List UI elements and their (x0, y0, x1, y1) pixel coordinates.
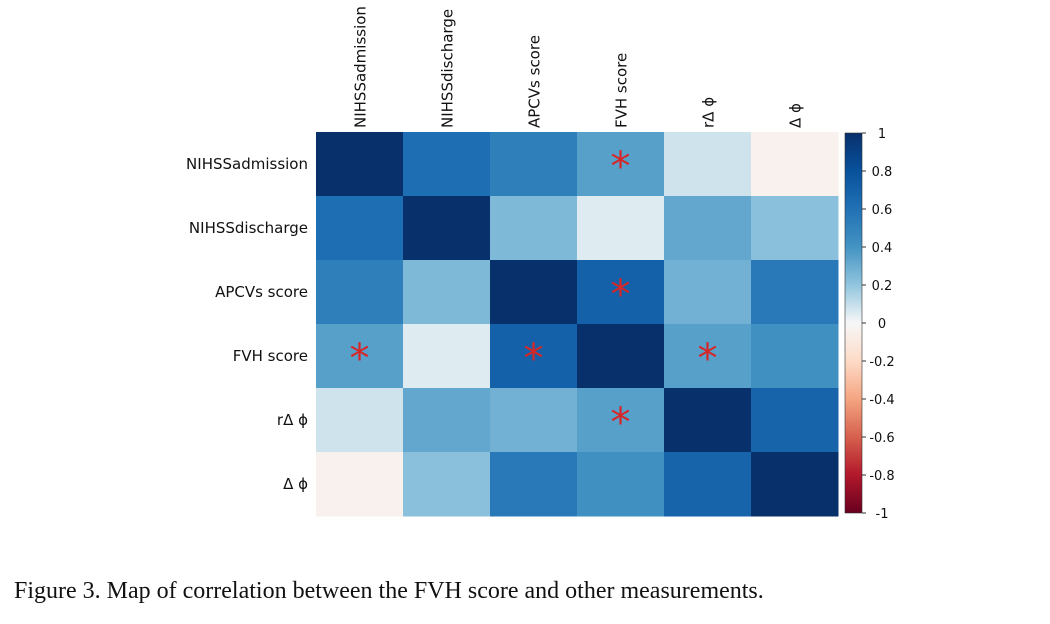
y-tick-label: Δ ϕ (283, 475, 308, 493)
heatmap-cell-r1-c2 (490, 196, 578, 261)
heatmap-cell-r5-c5 (751, 452, 839, 517)
colorbar-ticks: 1 0.8 0.6 0.4 0.2 0 -0.2 -0.4 -0.6 -0.8 -1 (862, 127, 895, 522)
heatmap-cell-r2-c0 (316, 260, 404, 325)
heatmap-cell-r2-c1 (403, 260, 491, 325)
heatmap-cell-r4-c4 (664, 388, 752, 453)
heatmap-cell-r2-c5 (751, 260, 839, 325)
heatmap-cell-r4-c2 (490, 388, 578, 453)
heatmap-cell-r5-c3 (577, 452, 665, 517)
x-tick-label: NIHSSadmission (352, 6, 370, 128)
colorbar-tick-label: 1 (878, 127, 886, 142)
heatmap-cell-r5-c4 (664, 452, 752, 517)
x-tick-label: APCVs score (526, 35, 544, 128)
heatmap-cell-r0-c5 (751, 132, 839, 197)
heatmap-cell-r4-c3 (577, 388, 665, 453)
heatmap-cell-r0-c3 (577, 132, 665, 197)
heatmap-cell-r3-c4 (664, 324, 752, 389)
colorbar-tick-label: 0.6 (872, 203, 893, 218)
heatmap-cell-r3-c0 (316, 324, 404, 389)
colorbar (844, 132, 863, 514)
colorbar-gradient (844, 132, 863, 514)
colorbar-tick-label: -0.6 (869, 431, 894, 446)
significance-marker: * (698, 336, 718, 382)
y-tick-label: NIHSSdischarge (189, 219, 308, 237)
heatmap-cell-r1-c0 (316, 196, 404, 261)
significance-marker: * (611, 400, 631, 446)
heatmap-cell-r1-c4 (664, 196, 752, 261)
colorbar-tick-label: 0.4 (872, 241, 893, 256)
colorbar-tick-label: -1 (876, 507, 889, 522)
x-tick-label: rΔ ϕ (700, 97, 718, 128)
y-tick-label: FVH score (233, 347, 308, 365)
heatmap-cell-r0-c4 (664, 132, 752, 197)
colorbar-tick-label: -0.4 (869, 393, 894, 408)
heatmap-cell-r1-c1 (403, 196, 491, 261)
colorbar-tick-label: 0 (878, 317, 886, 332)
heatmap-cell-r4-c5 (751, 388, 839, 453)
heatmap-cell-r3-c2 (490, 324, 578, 389)
colorbar-tick-label: 0.2 (872, 279, 893, 294)
colorbar-tick-label: 0.8 (872, 165, 893, 180)
heatmap-cell-r2-c2 (490, 260, 578, 325)
y-tick-label: APCVs score (215, 283, 308, 301)
heatmap-cell-r4-c0 (316, 388, 404, 453)
significance-markers: * * * * * * (350, 144, 718, 446)
y-tick-label: rΔ ϕ (277, 411, 308, 429)
heatmap-cells (316, 132, 839, 517)
heatmap-cell-r1-c3 (577, 196, 665, 261)
y-tick-label: NIHSSadmission (186, 155, 308, 173)
heatmap-cell-r0-c2 (490, 132, 578, 197)
colorbar-tick-label: -0.8 (869, 469, 894, 484)
heatmap-cell-r0-c1 (403, 132, 491, 197)
heatmap-cell-r3-c5 (751, 324, 839, 389)
heatmap-cell-r1-c5 (751, 196, 839, 261)
heatmap-cell-r5-c2 (490, 452, 578, 517)
heatmap-cell-r4-c1 (403, 388, 491, 453)
significance-marker: * (611, 272, 631, 318)
x-tick-label: FVH score (613, 53, 631, 128)
y-axis-labels: NIHSSadmission NIHSSdischarge APCVs score F… (186, 155, 308, 493)
x-tick-label: Δ ϕ (787, 103, 805, 128)
x-tick-label: NIHSSdischarge (439, 9, 457, 128)
colorbar-tick-label: -0.2 (869, 355, 894, 370)
heatmap-cell-r0-c0 (316, 132, 404, 197)
heatmap-cell-r5-c1 (403, 452, 491, 517)
figure-caption: Figure 3. Map of correlation between the… (14, 578, 764, 604)
heatmap-cell-r3-c3 (577, 324, 665, 389)
heatmap-cell-r5-c0 (316, 452, 404, 517)
significance-marker: * (350, 336, 370, 382)
x-axis-labels: NIHSSadmission NIHSSdischarge APCVs score F… (352, 6, 805, 128)
heatmap-cell-r3-c1 (403, 324, 491, 389)
heatmap-cell-r2-c3 (577, 260, 665, 325)
significance-marker: * (524, 336, 544, 382)
significance-marker: * (611, 144, 631, 190)
heatmap-cell-r2-c4 (664, 260, 752, 325)
